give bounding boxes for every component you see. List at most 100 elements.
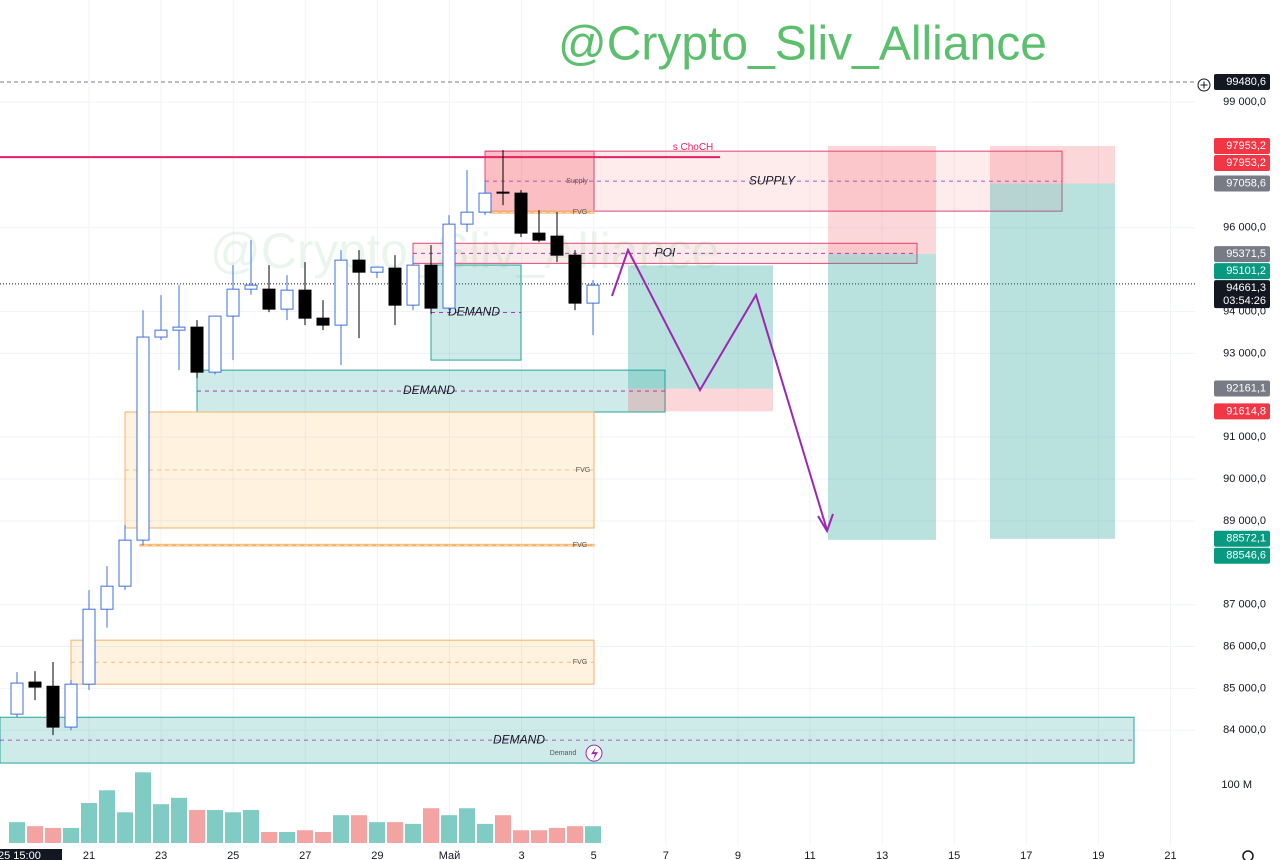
price-tag-label: 95371,5 xyxy=(1226,248,1266,260)
candle-body xyxy=(586,284,600,304)
volume-bar xyxy=(369,822,385,843)
candle-body xyxy=(226,288,240,317)
zone-label: DEMAND xyxy=(493,732,545,746)
y-tick-label: 99 000,0 xyxy=(1223,96,1266,108)
position-target xyxy=(828,254,936,540)
volume-tick-label: 100 M xyxy=(1221,779,1252,791)
position-stop xyxy=(628,388,773,412)
candle-body xyxy=(46,685,60,728)
price-tag-label: 91614,8 xyxy=(1226,405,1266,417)
add-plus xyxy=(1200,81,1208,89)
zone-sublabel: Demand xyxy=(550,750,577,757)
price-tag xyxy=(1214,380,1270,397)
x-tick-label: 9 xyxy=(735,850,741,860)
x-tick-label: 23 xyxy=(155,850,167,860)
price-tag xyxy=(1214,263,1270,280)
zone-label: FVG xyxy=(573,659,587,666)
candle-body xyxy=(172,326,186,331)
add-icon[interactable] xyxy=(1197,78,1211,92)
projection-path xyxy=(611,247,828,531)
candle-body xyxy=(478,192,492,213)
settings-icon[interactable] xyxy=(1242,850,1254,860)
y-tick-label: 87 000,0 xyxy=(1223,599,1266,611)
volume-bar xyxy=(549,827,565,843)
volume-bar xyxy=(189,809,205,843)
add-button[interactable] xyxy=(1197,78,1211,92)
candles xyxy=(10,150,600,736)
candle-body xyxy=(424,264,438,309)
arrow-head xyxy=(817,513,834,534)
volume-bar xyxy=(171,797,187,843)
candle-body xyxy=(550,235,564,256)
candle-body xyxy=(208,315,222,373)
volume-bar xyxy=(441,815,457,843)
volume-bar xyxy=(135,772,151,843)
volume-bar xyxy=(279,831,295,843)
price-tag xyxy=(1214,154,1270,171)
zone-label: POI xyxy=(655,245,676,259)
price-tag-label: 95101,2 xyxy=(1226,265,1266,277)
volume-bar xyxy=(531,830,547,843)
position-stop xyxy=(828,145,936,255)
volume-bar xyxy=(315,831,331,843)
price-tag-label: 88572,1 xyxy=(1226,533,1266,545)
volume-bar xyxy=(387,822,403,843)
price-tag-label: 97953,2 xyxy=(1226,140,1266,152)
price-tag-label: 97953,2 xyxy=(1226,157,1266,169)
candle-body xyxy=(100,585,114,610)
x-tick-label: 25 xyxy=(227,850,239,860)
x-tick-label: 5 xyxy=(591,850,597,860)
price-countdown: 03:54:26 xyxy=(1223,295,1266,307)
candle-body xyxy=(388,267,402,306)
volume-bar xyxy=(9,822,25,843)
candle-body xyxy=(280,289,294,310)
zone-label: FVG xyxy=(576,467,590,474)
positions xyxy=(628,145,1115,540)
candle-body xyxy=(352,259,366,273)
watermark-faint: @Crypto_Sliv_Alliance xyxy=(210,223,719,279)
x-tick-label: 17 xyxy=(1020,850,1032,860)
candle-body xyxy=(442,223,456,309)
y-tick-label: 96 000,0 xyxy=(1223,222,1266,234)
y-tick-label: 84 000,0 xyxy=(1223,724,1266,736)
position-target xyxy=(990,183,1115,539)
candle-body xyxy=(532,232,546,241)
candle-body xyxy=(64,683,78,728)
x-tick-label: 21 xyxy=(1164,850,1176,860)
candle-body xyxy=(460,211,474,225)
candle-body xyxy=(496,191,510,194)
volume-bar xyxy=(423,808,439,843)
candle-body xyxy=(244,284,258,290)
volume-bar xyxy=(513,830,529,843)
zone-label: FVG xyxy=(573,542,587,549)
zone xyxy=(70,639,595,685)
volume-bar xyxy=(63,827,79,843)
x-tick-label: Май xyxy=(439,850,461,860)
price-axis: 99 000,0 96 000,0 94 000,0 93 000,0 91 000,0… xyxy=(1214,74,1270,791)
volume-bar xyxy=(477,823,493,843)
volume-bar xyxy=(459,808,475,843)
price-tag xyxy=(1214,547,1270,564)
candle-body xyxy=(406,264,420,306)
price-tag xyxy=(1214,175,1270,192)
x-tick-label: 19 xyxy=(1092,850,1104,860)
price-tag xyxy=(1214,403,1270,420)
price-tag-label: 94661,3 xyxy=(1226,282,1266,294)
volume-bar xyxy=(153,804,169,843)
x-tick-label: 3 xyxy=(519,850,525,860)
price-tag xyxy=(1214,74,1270,91)
price-tag-label: 99480,6 xyxy=(1226,76,1266,88)
x-tick-label: 11 xyxy=(804,850,815,860)
price-tag-label: 97058,6 xyxy=(1226,177,1266,189)
volume-bar xyxy=(45,827,61,843)
volume-bar xyxy=(351,815,367,843)
volume-bar xyxy=(405,823,421,843)
volume-bar xyxy=(261,831,277,843)
candle-body xyxy=(118,539,132,587)
grid xyxy=(0,0,1195,845)
candle-body xyxy=(154,329,168,338)
candle-body xyxy=(316,317,330,326)
settings-button[interactable] xyxy=(1242,850,1254,860)
watermark: @Crypto_Sliv_Alliance xyxy=(558,18,1047,71)
